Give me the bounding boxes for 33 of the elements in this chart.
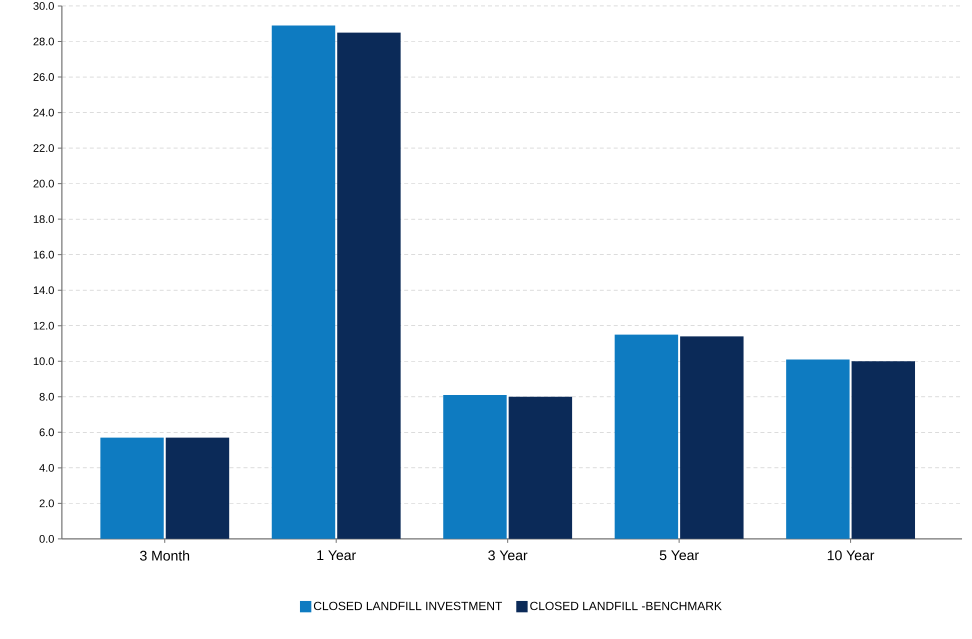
x-tick-label: 3 Year	[488, 550, 528, 560]
y-tick-label: 8.0	[40, 393, 54, 401]
x-tick-label: 1 Year	[317, 550, 356, 560]
y-tick-label: 6.0	[40, 428, 54, 436]
bar	[508, 396, 572, 540]
bar	[166, 438, 230, 540]
x-tick-label: 5 Year	[660, 550, 699, 560]
y-tick-label: 28.0	[34, 38, 54, 46]
bar	[443, 395, 507, 540]
y-tick-label: 12.0	[34, 322, 54, 330]
legend-label: CLOSED LANDFILL INVESTMENT	[314, 602, 502, 610]
y-tick-label: 2.0	[40, 500, 54, 508]
y-tick-label: 10.0	[34, 358, 54, 366]
x-tick-label: 10 Year	[828, 550, 874, 560]
y-tick-label: 26.0	[34, 73, 54, 82]
bar	[337, 32, 401, 540]
bar	[100, 438, 164, 540]
y-tick-label: 16.0	[34, 250, 54, 259]
y-tick-label: 24.0	[34, 108, 54, 117]
bar	[786, 360, 850, 540]
y-tick-label: 0.0	[40, 535, 54, 543]
y-tick-label: 4.0	[39, 464, 54, 472]
y-tick-label: 18.0	[34, 215, 54, 224]
x-tick-label: 3 Month	[140, 550, 190, 561]
legend-label: CLOSED LANDFILL -BENCHMARK	[530, 602, 722, 610]
bar	[852, 361, 916, 540]
y-tick-label: 22.0	[34, 144, 54, 152]
y-tick-label: 30.0	[33, 2, 54, 10]
y-tick-label: 14.0	[34, 286, 54, 294]
bar	[680, 336, 744, 540]
bar	[614, 334, 678, 540]
bar	[272, 26, 336, 540]
y-tick-label: 20.0	[34, 180, 54, 188]
